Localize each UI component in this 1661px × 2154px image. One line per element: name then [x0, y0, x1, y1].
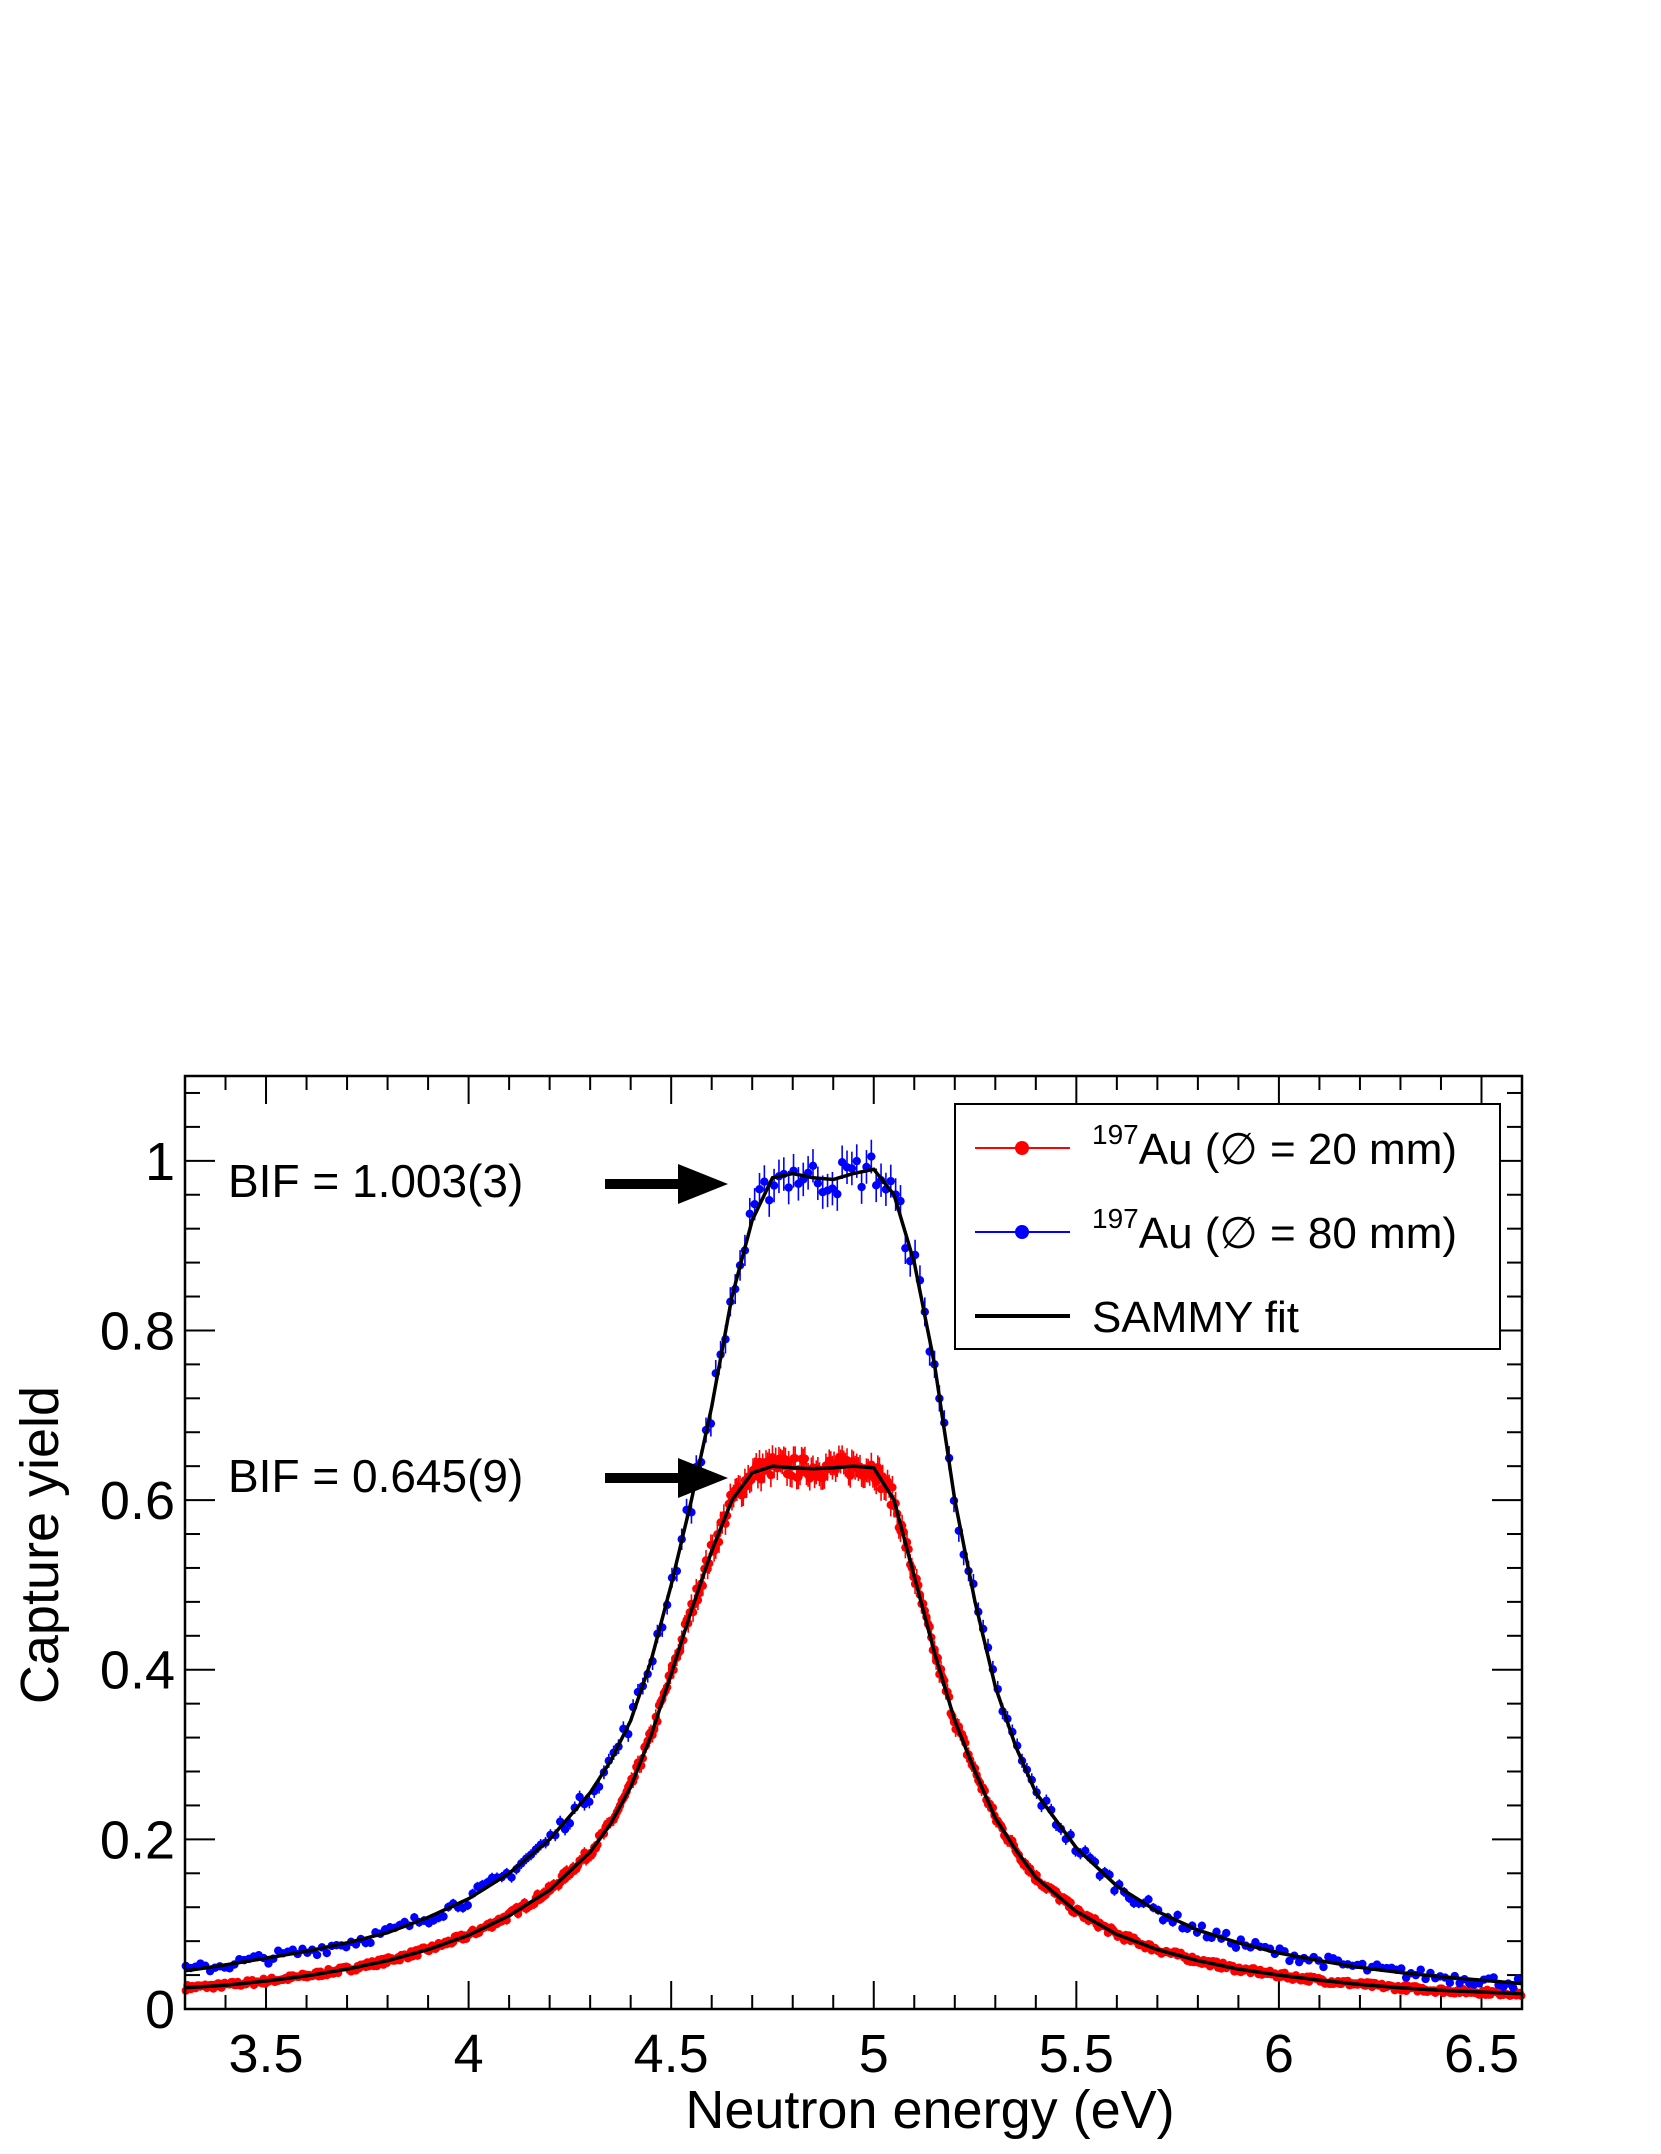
- x-tick-label: 6.5: [1444, 2024, 1519, 2084]
- data-point: [813, 1179, 823, 1188]
- data-point: [565, 1819, 575, 1828]
- fit-line: [184, 1464, 1523, 1996]
- y-tick-label: 0.2: [100, 1810, 175, 1870]
- data-point: [847, 1164, 857, 1173]
- x-axis-title: Neutron energy (eV): [685, 2080, 1174, 2140]
- data-point: [1197, 1921, 1207, 1931]
- y-axis-title: Capture yield: [10, 1386, 70, 1704]
- x-tick-label: 5: [859, 2024, 889, 2084]
- data-point: [766, 1470, 776, 1480]
- x-tick-label: 3.5: [228, 2024, 303, 2084]
- data-point: [852, 1156, 861, 1166]
- data-point: [795, 1469, 805, 1478]
- data-point: [800, 1454, 810, 1463]
- data-point: [1416, 1965, 1425, 1974]
- data-point: [750, 1200, 759, 1209]
- y-tick-label: 0.6: [100, 1471, 175, 1531]
- data-point: [560, 1825, 570, 1834]
- legend-box: [954, 1103, 1501, 1350]
- legend: 197Au (∅ = 20 mm) 197Au (∅ = 80 mm) SAMMY …: [954, 1103, 1501, 1350]
- axis-labels: 3.5 4 4.5 5 5.5 6 6.5 0 0.2 0.4 0.6 0.8 1: [100, 1132, 1519, 2084]
- legend-label: 197Au (∅ = 80 mm): [1092, 1203, 1457, 1258]
- data-point: [888, 1483, 897, 1492]
- y-tick-label: 0.4: [100, 1641, 175, 1701]
- data-point: [322, 1948, 332, 1958]
- data-point: [745, 1209, 754, 1219]
- data-point: [1513, 1974, 1523, 1984]
- data-point: [760, 1177, 769, 1186]
- data-point: [439, 1912, 448, 1921]
- data-point: [1110, 1886, 1119, 1895]
- fit-line: [184, 1167, 1523, 1986]
- data-point: [790, 1454, 800, 1463]
- y-tick-label: 0: [145, 1980, 175, 2040]
- annotation-arrow-head: [678, 1164, 728, 1204]
- x-tick-label: 6: [1264, 2024, 1294, 2084]
- x-tick-label: 5.5: [1039, 2024, 1114, 2084]
- data-point: [585, 1797, 594, 1807]
- data-point: [739, 1490, 748, 1499]
- data-point: [575, 1792, 584, 1802]
- annotation-arrow-head: [678, 1458, 728, 1498]
- data-point: [857, 1182, 866, 1192]
- bif-annotation: BIF = 1.003(3): [228, 1155, 523, 1207]
- data-point: [463, 1901, 472, 1910]
- data-point: [755, 1185, 764, 1194]
- data-point: [1231, 1943, 1241, 1952]
- data-point: [507, 1873, 516, 1882]
- data-point: [366, 1938, 375, 1948]
- annotations: BIF = 1.003(3) BIF = 0.645(9): [228, 1155, 728, 1502]
- data-point: [765, 1196, 774, 1205]
- data-point: [1173, 1910, 1182, 1920]
- data-point: [1222, 1928, 1231, 1938]
- y-tick-label: 1: [145, 1132, 175, 1192]
- data-point: [886, 1176, 895, 1186]
- legend-swatch-marker: [1015, 1141, 1029, 1155]
- plot-series: [181, 1139, 1526, 2001]
- legend-swatch-marker: [1015, 1225, 1029, 1239]
- data-point: [756, 1475, 766, 1484]
- data-point: [828, 1184, 837, 1193]
- data-point: [901, 1243, 910, 1253]
- x-tick-label: 4.5: [634, 2024, 709, 2084]
- y-tick-label: 0.8: [100, 1301, 175, 1361]
- data-point: [1144, 1895, 1153, 1904]
- legend-label: 197Au (∅ = 20 mm): [1092, 1119, 1457, 1174]
- bif-annotation: BIF = 0.645(9): [228, 1450, 523, 1502]
- data-point: [808, 1161, 818, 1171]
- data-point: [833, 1189, 842, 1199]
- plot-ticks: [184, 1076, 1523, 2010]
- data-point: [846, 1471, 855, 1480]
- data-point: [769, 1181, 779, 1190]
- data-point: [871, 1478, 881, 1487]
- data-point: [312, 1950, 322, 1960]
- data-point: [1508, 1983, 1518, 1992]
- data-point: [784, 1183, 793, 1192]
- legend-label: SAMMY fit: [1092, 1293, 1299, 1342]
- data-point: [1319, 1962, 1328, 1972]
- plot-frame: [183, 1074, 1524, 2011]
- x-tick-label: 4: [454, 2024, 484, 2084]
- data-point: [1445, 1978, 1455, 1987]
- data-point: [867, 1152, 876, 1161]
